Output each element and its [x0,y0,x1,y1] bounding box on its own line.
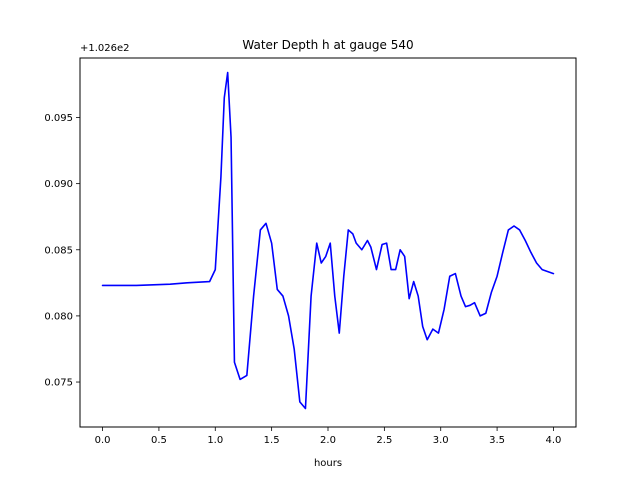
y-tick-label: 0.075 [44,378,73,389]
x-tick-label: 2.5 [376,435,392,446]
series-line [101,71,555,410]
y-tick-label: 0.085 [44,245,73,256]
x-tick-label: 4.0 [546,435,562,446]
y-offset-label: +1.026e2 [80,43,130,54]
y-tick-label: 0.095 [44,113,73,124]
y-tick-label: 0.090 [44,179,73,190]
y-tick-label: 0.080 [44,311,73,322]
x-tick-label: 0.5 [151,435,167,446]
x-tick-label: 3.5 [489,435,505,446]
chart-title: Water Depth h at gauge 540 [242,38,413,52]
x-axis-ticks: 0.0 0.5 1.0 1.5 2.0 2.5 3.0 3.5 4.0 [95,427,562,446]
x-tick-label: 2.0 [320,435,336,446]
x-tick-label: 1.0 [207,435,223,446]
x-axis-label: hours [314,458,342,469]
x-tick-label: 3.0 [433,435,449,446]
x-tick-label: 0.0 [95,435,111,446]
y-axis-ticks: 0.075 0.080 0.085 0.090 0.095 [44,113,80,389]
x-tick-label: 1.5 [264,435,280,446]
